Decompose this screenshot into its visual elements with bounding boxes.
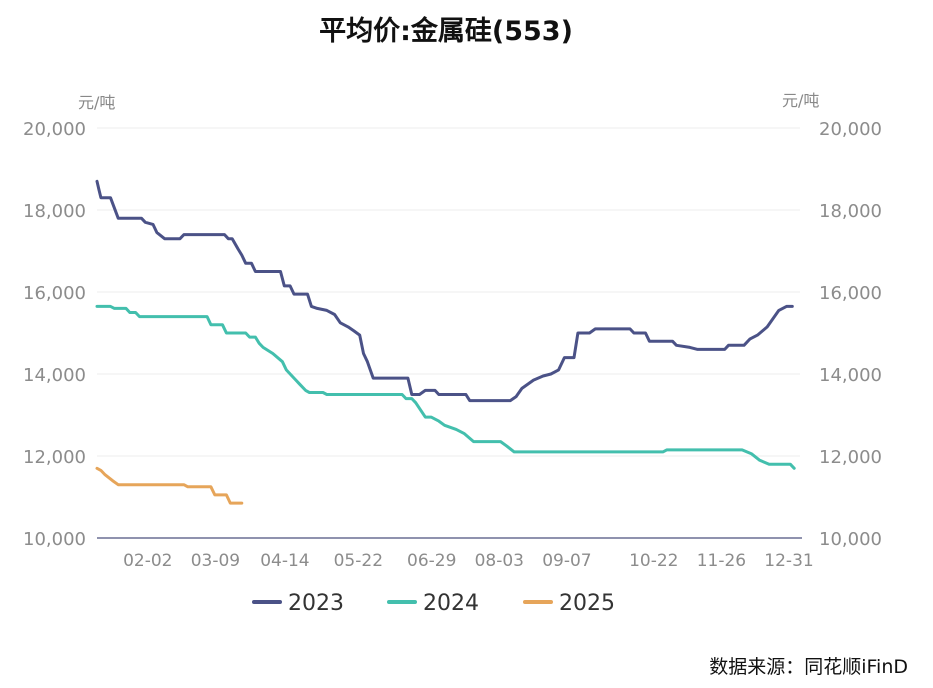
chart-title: 平均价:金属硅(553) [319,15,573,47]
y-tick-label-left: 12,000 [23,447,86,468]
legend-label: 2023 [288,591,344,616]
x-tick-label: 12-31 [764,551,813,571]
series-lines [95,179,796,505]
x-tick-label: 04-14 [260,551,309,571]
y-unit-left: 元/吨 [78,93,115,112]
series-line-2025 [95,466,244,505]
y-tick-label-left: 14,000 [23,365,86,386]
x-axis: 02-02 03-09 04-14 05-22 06-29 08-03 09-07 10-22… [97,537,814,571]
series-line-2024 [95,304,796,470]
x-tick-label: 08-03 [475,551,524,571]
legend[interactable]: 2023 2024 2025 [252,591,615,616]
y-tick-label-right: 10,000 [819,529,882,550]
x-tick-label: 03-09 [191,551,240,571]
y-tick-label-left: 18,000 [23,201,86,222]
y-tick-label-left: 10,000 [23,529,86,550]
y-tick-label-left: 20,000 [23,119,86,140]
grid [97,127,800,457]
x-tick-label: 05-22 [334,551,383,571]
x-tick-label: 06-29 [407,551,456,571]
y-tick-label-right: 14,000 [819,365,882,386]
y-axis-left: 10,000 12,000 14,000 16,000 18,000 20,000 [23,119,86,550]
legend-item-2023[interactable]: 2023 [252,591,344,616]
y-tick-label-right: 16,000 [819,283,882,304]
x-tick-label: 02-02 [123,551,172,571]
x-tick-label: 10-22 [629,551,678,571]
legend-item-2024[interactable]: 2024 [387,591,479,616]
series-line-2023 [95,179,794,403]
y-tick-label-left: 16,000 [23,283,86,304]
data-source: 数据来源：同花顺iFinD [709,656,908,678]
x-tick-label: 09-07 [542,551,591,571]
x-tick-label: 11-26 [697,551,746,571]
y-tick-label-right: 12,000 [819,447,882,468]
legend-label: 2025 [559,591,615,616]
y-unit-right: 元/吨 [782,91,819,110]
y-tick-label-right: 20,000 [819,119,882,140]
legend-label: 2024 [423,591,479,616]
legend-item-2025[interactable]: 2025 [523,591,615,616]
y-axis-right: 10,000 12,000 14,000 16,000 18,000 20,000 [819,119,882,550]
y-tick-label-right: 18,000 [819,201,882,222]
